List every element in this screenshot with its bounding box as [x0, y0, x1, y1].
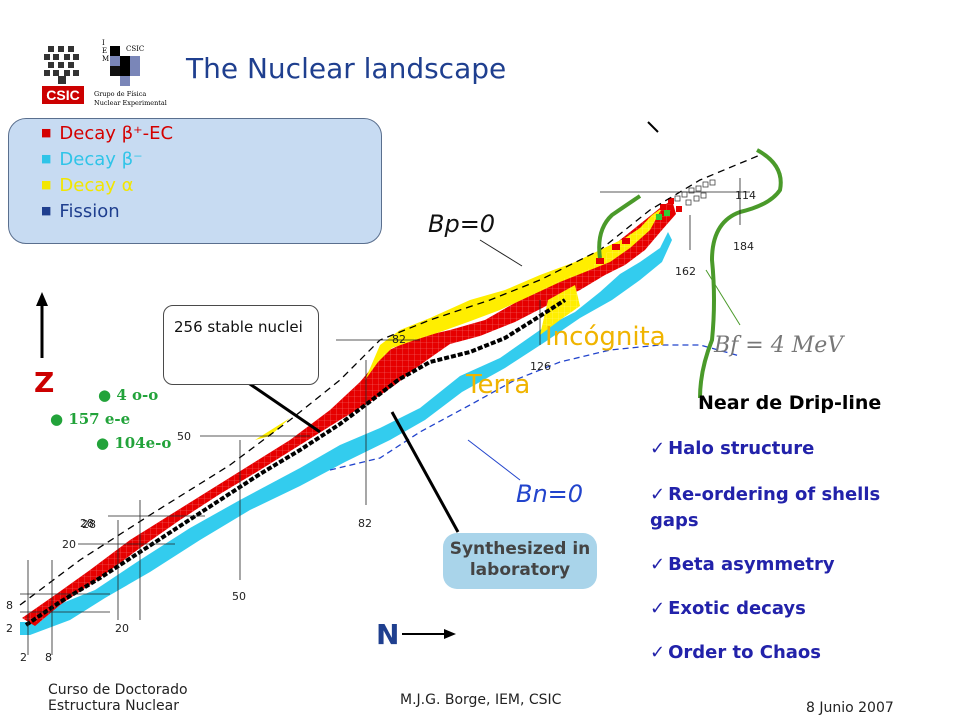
n-magic-2: 2	[20, 651, 27, 664]
svg-text:I: I	[102, 39, 105, 47]
footer-author: M.J.G. Borge, IEM, CSIC	[400, 692, 562, 708]
legend-item-fission: ■ Fission	[41, 201, 120, 222]
stable-count-oo: ● 4 o-o	[98, 386, 159, 404]
svg-text:M: M	[102, 55, 109, 63]
stability-valley	[24, 298, 567, 627]
z-magic-114: 114	[735, 189, 756, 202]
svg-text:Nuclear Experimental: Nuclear Experimental	[94, 99, 167, 107]
n-magic-50: 50	[232, 590, 246, 603]
z-magic-82: 82	[392, 333, 406, 346]
page-title: The Nuclear landscape	[186, 52, 507, 85]
n-magic-184: 184	[733, 240, 754, 253]
bf-label: Bf = 4 MeV	[713, 333, 845, 358]
iem-logo: I E M CSIC Grupo de Física Nuclear Exper…	[94, 39, 167, 107]
footer-date: 8 Junio 2007	[806, 700, 894, 716]
feature-chaos: ✓ Order to Chaos	[650, 642, 821, 663]
superheavy-red	[596, 198, 682, 264]
n-magic-82: 82	[358, 517, 372, 530]
incognita-label: Incógnita	[545, 322, 666, 352]
svg-text:CSIC: CSIC	[126, 45, 144, 53]
n-magic-162: 162	[675, 265, 696, 278]
alpha-region-left	[255, 418, 290, 440]
drip-line-title: Near de Drip-line	[698, 392, 882, 414]
feature-shells: ✓ Re-ordering of shells gaps	[650, 484, 881, 531]
bp-label: Bp=0	[428, 210, 495, 238]
terra-label: Terra	[466, 370, 531, 400]
legend-item-alpha: ■ Decay α	[41, 175, 134, 196]
feature-exotic: ✓ Exotic decays	[650, 598, 806, 619]
feature-beta-asym: ✓ Beta asymmetry	[650, 554, 835, 575]
proton-drip-line	[19, 154, 761, 606]
n-magic-28: 28	[80, 517, 94, 530]
beta-minus-region	[20, 232, 672, 635]
z-magic-50: 50	[177, 430, 191, 443]
n-axis-label: N	[376, 618, 399, 651]
n-magic-20: 20	[115, 622, 129, 635]
stable-nuclei-callout: 256 stable nuclei	[163, 305, 319, 385]
neutron-drip-line	[329, 344, 741, 471]
bn-label: Bn=0	[516, 480, 583, 508]
z-axis-label: Z	[34, 366, 54, 399]
n-magic-126: 126	[530, 360, 551, 373]
feature-halo: ✓ Halo structure	[650, 438, 815, 459]
fission-barrier-left	[597, 194, 642, 259]
synthesized-box: Synthesized in laboratory	[443, 533, 597, 589]
legend-item-beta-minus: ■ Decay β⁻	[41, 149, 143, 170]
svg-text:E: E	[102, 47, 107, 55]
csic-logo-text: CSIC	[46, 87, 79, 103]
z-magic-28: 28	[82, 518, 96, 531]
z-magic-2: 2	[6, 622, 13, 635]
fission-barrier-line	[698, 148, 783, 399]
alpha-region	[365, 208, 662, 380]
superheavy-cells	[674, 179, 716, 206]
footer-course: Curso de Doctorado Estructura Nuclear	[48, 682, 188, 714]
z-magic-8: 8	[6, 599, 13, 612]
stable-count-eo: ● 104e-o	[96, 434, 172, 452]
decay-legend: ■ Decay β⁺-EC ■ Decay β⁻ ■ Decay α ■ Fission	[8, 118, 382, 244]
n-magic-8: 8	[45, 651, 52, 664]
legend-item-beta-plus: ■ Decay β⁺-EC	[41, 123, 174, 144]
z-magic-20: 20	[62, 538, 76, 551]
csic-logo: CSIC	[42, 44, 84, 104]
svg-text:Grupo de Física: Grupo de Física	[94, 90, 146, 98]
stable-count-ee: ● 157 e-e	[50, 410, 131, 428]
